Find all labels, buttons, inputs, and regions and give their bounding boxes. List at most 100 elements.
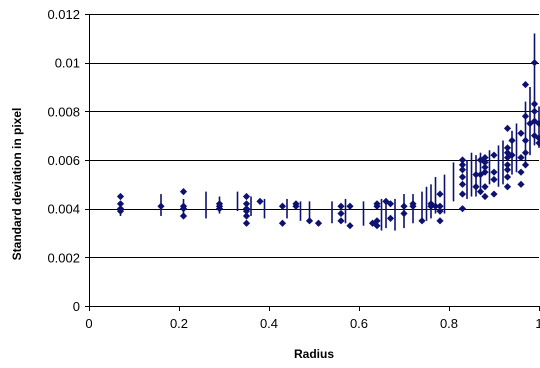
data-point-0-49 (436, 217, 444, 225)
data-point-0-5 (179, 188, 188, 196)
data-point-0-88 (521, 136, 530, 145)
data-point-0-94 (530, 107, 539, 115)
data-point-0-81 (508, 151, 516, 159)
data-point-0-58 (472, 183, 480, 191)
data-point-0-1 (116, 200, 125, 208)
data-point-0-64 (481, 163, 489, 171)
y-tick-label-0: 0 (73, 299, 80, 314)
data-point-0-95 (530, 117, 539, 125)
data-point-0-70 (490, 175, 498, 184)
data-point-0-28 (346, 202, 354, 210)
data-point-0-23 (305, 217, 314, 225)
data-point-0-7 (179, 205, 188, 213)
data-point-0-69 (490, 168, 498, 176)
data-point-0-68 (490, 151, 498, 159)
y-axis-title: Standard deviation in pixel (10, 108, 24, 261)
data-point-0-18 (256, 197, 264, 205)
data-point-0-71 (490, 190, 498, 198)
data-point-0-16 (242, 212, 251, 220)
data-point-0-36 (386, 200, 395, 208)
data-point-0-99 (535, 139, 540, 147)
x-tick-labels: 0 0.2 0.4 0.6 0.8 1 (85, 316, 540, 331)
data-point-0-53 (458, 173, 467, 181)
data-point-0-27 (337, 217, 345, 225)
x-tick-label-4: 0.8 (440, 316, 458, 331)
data-point-0-50 (458, 156, 467, 164)
data-point-0-26 (337, 209, 345, 218)
x-tick-label-1: 0.2 (170, 316, 188, 331)
data-point-0-37 (386, 214, 395, 222)
gridlines (89, 14, 539, 258)
data-point-0-55 (458, 190, 467, 198)
data-point-0-85 (517, 180, 525, 188)
data-point-0-22 (292, 202, 300, 210)
y-tick-label-4: 0.008 (47, 104, 80, 119)
data-point-0-3 (116, 207, 125, 215)
data-point-0-83 (517, 153, 525, 162)
x-tick-label-3: 0.6 (350, 316, 368, 331)
data-point-0-4 (157, 202, 165, 210)
y-tick-label-2: 0.004 (47, 202, 80, 217)
data-point-0-17 (242, 219, 251, 227)
data-point-0-82 (517, 129, 525, 137)
data-point-0-33 (373, 217, 381, 225)
x-tick-label-2: 0.4 (260, 316, 278, 331)
data-point-0-56 (458, 205, 467, 213)
data-point-0-42 (418, 217, 426, 225)
data-point-0-0 (116, 192, 125, 201)
data-point-0-76 (503, 161, 512, 169)
data-point-0-11 (215, 205, 224, 213)
data-point-0-51 (458, 161, 467, 169)
data-point-0-89 (521, 149, 530, 157)
y-tick-label-5: 0.01 (55, 56, 80, 71)
data-point-0-80 (508, 136, 516, 145)
data-point-0-67 (481, 192, 489, 201)
data-point-0-45 (431, 202, 440, 210)
data-point-0-12 (242, 192, 251, 201)
data-point-0-48 (436, 207, 444, 215)
y-tick-labels: 0 0.002 0.004 0.006 0.008 0.01 0.012 (47, 7, 80, 314)
data-point-0-73 (503, 144, 512, 152)
data-point-0-63 (481, 158, 489, 167)
data-point-0-92 (530, 59, 539, 67)
data-point-0-19 (278, 202, 287, 210)
data-point-0-57 (472, 171, 480, 179)
data-point-0-38 (400, 202, 408, 210)
data-point-0-93 (530, 100, 539, 108)
data-point-0-78 (503, 173, 512, 181)
y-tick-label-3: 0.006 (47, 153, 80, 168)
data-point-0-39 (400, 209, 408, 218)
data-point-0-79 (503, 183, 512, 191)
error-bars (119, 33, 540, 231)
data-point-0-24 (314, 219, 323, 227)
data-point-0-66 (481, 183, 489, 191)
data-point-0-41 (409, 202, 417, 210)
data-point-0-47 (436, 202, 444, 210)
data-point-0-77 (503, 166, 512, 174)
axes (85, 14, 540, 311)
data-point-0-44 (427, 202, 435, 210)
data-point-0-34 (373, 222, 381, 230)
x-axis-title: Radius (294, 347, 334, 361)
data-point-0-62 (481, 153, 489, 162)
x-tick-label-5: 1 (535, 316, 540, 331)
data-point-0-32 (373, 202, 381, 210)
data-point-0-25 (337, 202, 345, 210)
data-point-0-13 (242, 200, 251, 208)
data-point-0-20 (278, 219, 287, 227)
y-tick-label-1: 0.002 (47, 250, 80, 265)
data-points (116, 59, 540, 230)
data-point-0-29 (346, 222, 354, 230)
x-tick-label-0: 0 (85, 316, 92, 331)
data-point-0-91 (526, 119, 534, 128)
data-point-0-84 (517, 168, 525, 176)
data-point-0-61 (476, 188, 485, 196)
data-point-0-52 (458, 166, 467, 174)
data-point-0-86 (521, 80, 530, 89)
data-point-0-87 (521, 112, 530, 120)
data-point-0-15 (242, 207, 251, 215)
data-point-0-90 (521, 161, 530, 169)
data-point-0-97 (535, 119, 540, 128)
data-point-0-8 (179, 212, 188, 220)
